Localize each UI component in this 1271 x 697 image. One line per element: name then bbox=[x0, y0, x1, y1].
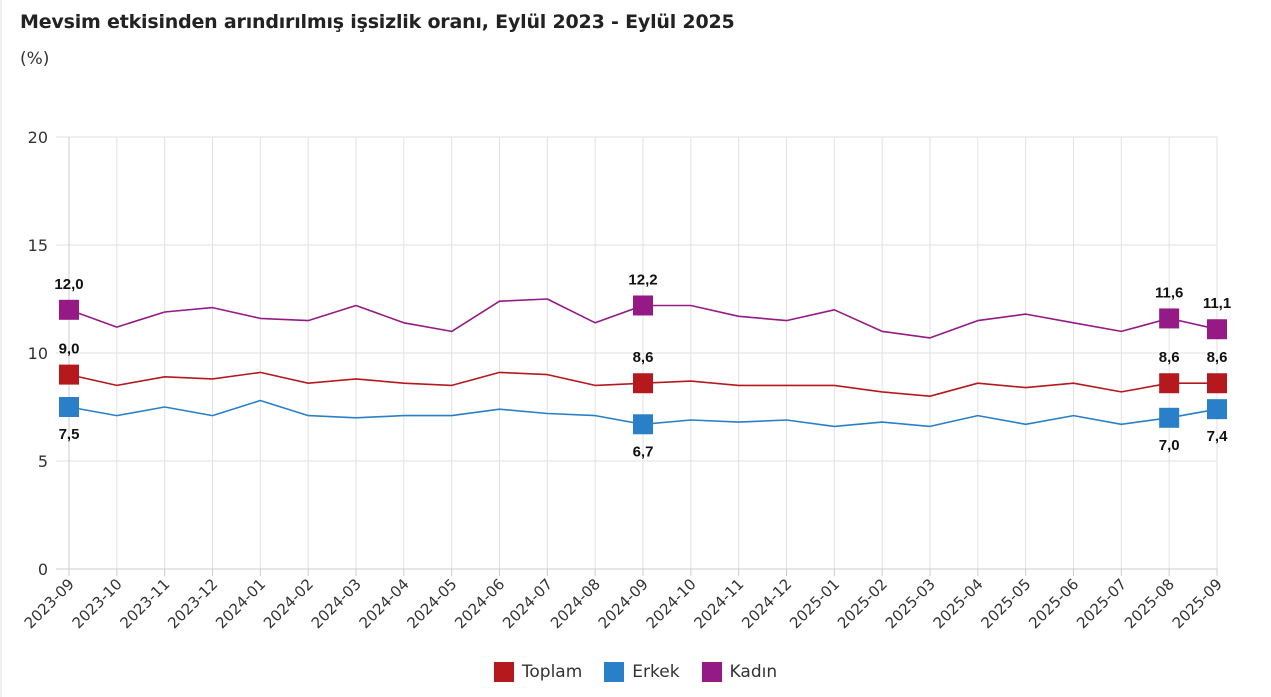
x-tick-label: 2024-08 bbox=[547, 575, 604, 632]
data-label-kad-n: 12,2 bbox=[628, 271, 657, 288]
data-marker-kad-n bbox=[59, 299, 79, 320]
data-marker-toplam bbox=[1159, 373, 1180, 394]
data-marker-toplam bbox=[1207, 373, 1227, 394]
x-tick-label: 2024-07 bbox=[499, 575, 556, 632]
data-marker-erkek bbox=[1207, 399, 1227, 420]
data-label-kad-n: 11,6 bbox=[1155, 284, 1183, 301]
x-axis: 2023-092023-102023-112023-122024-012024-… bbox=[21, 568, 1226, 632]
legend-swatch-erkek bbox=[604, 662, 625, 682]
data-marker-kad-n bbox=[633, 295, 653, 316]
y-axis: 0 5 10 15 20 bbox=[28, 128, 70, 579]
data-marker-kad-n bbox=[1207, 319, 1227, 340]
y-tick-label: 5 bbox=[38, 452, 48, 471]
x-tick-label: 2024-12 bbox=[738, 575, 795, 632]
x-tick-label: 2025-04 bbox=[930, 575, 987, 632]
x-tick-label: 2024-09 bbox=[595, 575, 652, 632]
data-label-erkek: 7,4 bbox=[1207, 428, 1229, 445]
x-tick-label: 2023-09 bbox=[21, 575, 78, 632]
data-label-kad-n: 11,1 bbox=[1203, 295, 1231, 312]
y-tick-label: 15 bbox=[28, 236, 48, 255]
y-tick-label: 10 bbox=[28, 344, 48, 363]
chart-title: Mevsim etkisinden arındırılmış işsizlik … bbox=[20, 11, 735, 33]
legend-label-kad-n: Kadın bbox=[729, 662, 778, 682]
x-tick-label: 2025-07 bbox=[1073, 575, 1130, 632]
x-tick-label: 2024-02 bbox=[260, 575, 317, 632]
x-tick-label: 2025-03 bbox=[882, 575, 939, 632]
x-tick-label: 2024-03 bbox=[308, 575, 365, 632]
grid-lines bbox=[56, 136, 1218, 570]
legend-label-erkek: Erkek bbox=[632, 662, 680, 682]
data-label-toplam: 8,6 bbox=[1159, 349, 1180, 366]
data-label-erkek: 6,7 bbox=[633, 443, 654, 460]
left-edge-divider bbox=[0, 0, 2, 697]
data-marker-erkek bbox=[1159, 407, 1180, 428]
x-tick-label: 2023-10 bbox=[69, 575, 126, 632]
x-tick-label: 2025-09 bbox=[1169, 575, 1226, 632]
x-tick-label: 2025-01 bbox=[786, 575, 843, 632]
data-label-erkek: 7,5 bbox=[59, 426, 80, 443]
data-marker-kad-n bbox=[1159, 308, 1180, 329]
x-tick-label: 2023-12 bbox=[164, 575, 221, 632]
data-marker-toplam bbox=[59, 364, 79, 385]
x-tick-label: 2025-05 bbox=[977, 575, 1034, 632]
data-marker-erkek bbox=[633, 414, 653, 435]
data-label-kad-n: 12,0 bbox=[54, 276, 83, 293]
data-markers bbox=[59, 295, 1227, 435]
data-marker-toplam bbox=[633, 373, 653, 394]
data-label-toplam: 8,6 bbox=[1207, 349, 1228, 366]
legend-item-kad-n[interactable]: Kadın bbox=[701, 662, 778, 682]
legend: Toplam Erkek Kadın bbox=[0, 662, 1271, 682]
x-tick-label: 2024-01 bbox=[212, 575, 269, 632]
legend-swatch-toplam bbox=[493, 662, 514, 682]
chart-subtitle: (%) bbox=[20, 49, 50, 69]
x-tick-label: 2025-06 bbox=[1025, 575, 1082, 632]
data-label-erkek: 7,0 bbox=[1159, 437, 1180, 454]
legend-label-toplam: Toplam bbox=[521, 662, 583, 682]
x-tick-label: 2024-05 bbox=[403, 575, 460, 632]
y-tick-label: 20 bbox=[28, 128, 48, 147]
legend-item-erkek[interactable]: Erkek bbox=[604, 662, 680, 682]
y-tick-label: 0 bbox=[38, 560, 48, 579]
data-label-toplam: 9,0 bbox=[59, 341, 80, 358]
x-tick-label: 2024-10 bbox=[643, 575, 700, 632]
x-tick-label: 2024-04 bbox=[356, 575, 413, 632]
data-marker-erkek bbox=[59, 397, 79, 417]
x-tick-label: 2024-11 bbox=[690, 575, 747, 632]
data-label-toplam: 8,6 bbox=[633, 349, 654, 366]
legend-swatch-kad-n bbox=[701, 662, 722, 682]
x-tick-label: 2025-08 bbox=[1121, 575, 1178, 632]
x-tick-label: 2024-06 bbox=[451, 575, 508, 632]
x-tick-label: 2025-02 bbox=[834, 575, 891, 632]
x-tick-label: 2023-11 bbox=[116, 575, 173, 632]
legend-item-toplam[interactable]: Toplam bbox=[493, 662, 583, 682]
data-labels: 9,0 8,6 8,6 8,6 7,5 6,7 7,0 7,4 12,0 12,2 11,6 11,1 bbox=[54, 271, 1231, 460]
